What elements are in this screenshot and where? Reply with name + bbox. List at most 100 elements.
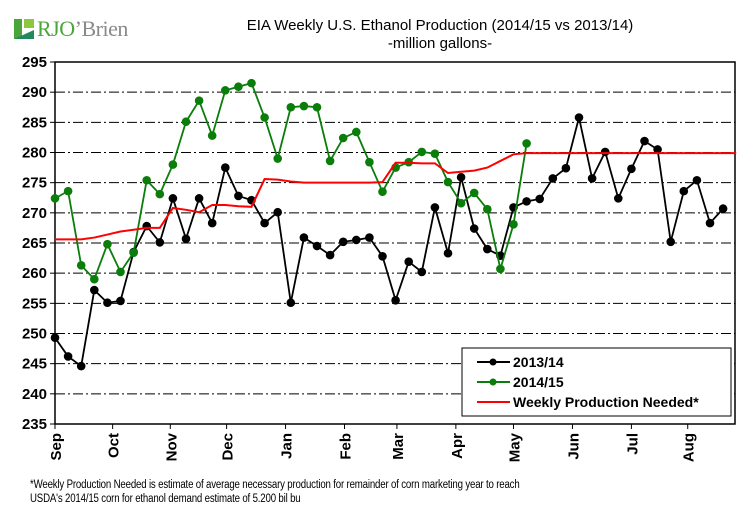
footnote-line-1: *Weekly Production Needed is estimate of… (30, 479, 520, 491)
data-point (129, 248, 138, 257)
data-point (522, 197, 531, 206)
legend-swatch-marker (489, 358, 497, 366)
x-tick-label-jun: Jun (565, 433, 582, 460)
data-point (430, 203, 440, 212)
footnote-line-2: USDA's 2014/15 corn for ethanol demand e… (30, 493, 301, 505)
data-point (168, 194, 178, 203)
logo-mark-icon (14, 19, 34, 39)
data-point (286, 298, 296, 308)
data-point (90, 285, 99, 295)
legend-label: Weekly Production Needed* (513, 394, 699, 410)
data-point (194, 194, 204, 203)
y-tick-label: 240 (22, 386, 47, 403)
y-tick-label: 265 (22, 235, 47, 252)
y-tick-label: 285 (22, 114, 47, 131)
y-tick-label: 290 (22, 84, 47, 101)
data-point (679, 186, 689, 196)
data-point (103, 298, 112, 308)
rjobrien-logo: RJO’Brien (14, 16, 128, 42)
data-point (142, 175, 151, 185)
y-tick-label: 270 (22, 205, 47, 222)
data-point (548, 174, 558, 183)
data-point (207, 218, 217, 228)
data-point (260, 113, 269, 122)
data-point (718, 204, 728, 213)
data-point (312, 241, 322, 251)
data-point (352, 235, 361, 245)
legend-label: 2014/15 (513, 374, 564, 390)
data-point (234, 82, 243, 92)
data-point (286, 102, 296, 112)
data-point (325, 250, 335, 260)
legend-label: 2013/14 (513, 354, 564, 370)
data-point (273, 207, 283, 217)
chart-title-block: EIA Weekly U.S. Ethanol Production (2014… (200, 17, 680, 53)
axes: 295 290 285 280 275 270 265 260 255 250 245 240 235S… (22, 54, 736, 462)
data-point (692, 175, 702, 185)
data-point (417, 267, 427, 277)
x-tick-label-jul: Jul (624, 433, 641, 455)
data-point (443, 248, 453, 258)
series-2013-14 (50, 113, 728, 371)
data-point (50, 194, 60, 203)
data-point (456, 198, 466, 208)
data-point (299, 101, 309, 111)
data-point (76, 361, 86, 371)
data-point (181, 117, 191, 127)
x-tick-label-sep: Sep (48, 433, 65, 461)
data-point (483, 244, 492, 254)
data-point (63, 186, 73, 196)
data-point (509, 219, 518, 229)
plot-frame (54, 61, 736, 425)
data-point (273, 154, 283, 163)
chart-title: EIA Weekly U.S. Ethanol Production (2014… (246, 17, 634, 34)
y-tick-label: 260 (22, 265, 47, 282)
data-point (116, 296, 125, 306)
data-point (614, 194, 623, 203)
data-point (155, 189, 165, 199)
data-point (496, 264, 505, 274)
data-point (443, 177, 453, 187)
data-point (666, 237, 675, 247)
data-point (404, 257, 414, 267)
x-tick-label-dec: Dec (220, 433, 237, 461)
logo-wordmark: RJO’Brien (37, 16, 128, 41)
data-point (168, 160, 178, 169)
data-point (417, 147, 427, 157)
series-weekly-production-needed- (55, 152, 737, 241)
y-tick-label: 295 (22, 54, 47, 71)
x-tick-label-aug: Aug (681, 433, 698, 462)
data-point (194, 96, 204, 105)
y-tick-label: 235 (22, 416, 47, 433)
series-line (55, 152, 737, 241)
x-tick-label-may: May (507, 432, 524, 462)
x-tick-label-mar: Mar (390, 433, 407, 460)
data-point (155, 238, 165, 247)
legend-swatch-marker (489, 378, 497, 386)
data-point (378, 187, 387, 197)
data-point (365, 233, 374, 242)
series-layer (50, 78, 737, 371)
x-tick-label-nov: Nov (163, 432, 180, 461)
data-point (430, 149, 440, 159)
data-point (365, 157, 374, 167)
data-point (469, 224, 479, 233)
data-point (338, 133, 348, 143)
data-point (574, 113, 584, 122)
data-point (76, 261, 86, 270)
legend: 2013/14 2014/15 Weekly Production Needed* (461, 347, 732, 417)
x-tick-label-jan: Jan (279, 433, 296, 459)
data-point (705, 218, 715, 228)
y-tick-label: 280 (22, 145, 47, 162)
data-point (640, 136, 649, 146)
data-point (325, 156, 335, 166)
series-2014-15 (50, 78, 531, 284)
data-point (391, 296, 400, 305)
data-point (103, 239, 112, 249)
data-point (469, 188, 479, 198)
data-point (600, 147, 610, 157)
data-point (234, 191, 243, 201)
data-point (378, 251, 387, 261)
series-line (54, 117, 724, 368)
x-tick-label-apr: Apr (449, 433, 466, 459)
